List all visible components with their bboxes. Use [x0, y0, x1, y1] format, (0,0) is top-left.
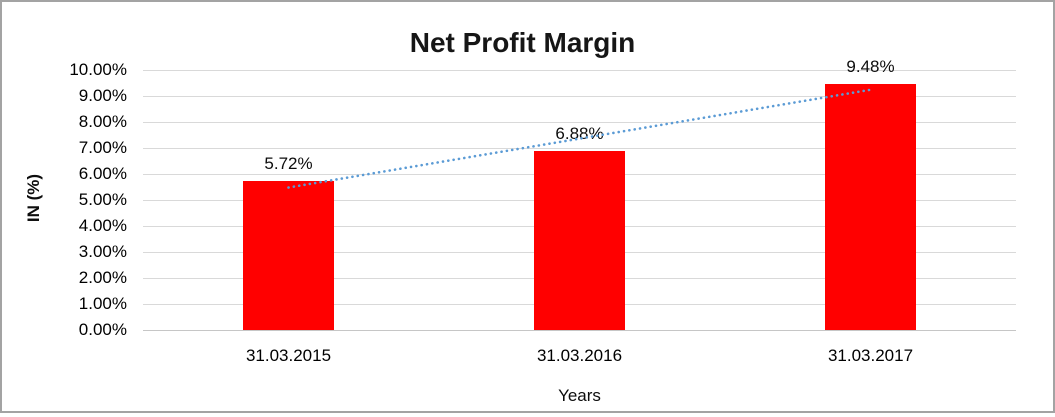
- y-axis-tick-label: 2.00%: [78, 268, 127, 287]
- y-axis-tick-label: 10.00%: [69, 60, 127, 79]
- data-label: 9.48%: [846, 56, 895, 76]
- y-axis-tick-label: 9.00%: [78, 86, 127, 105]
- x-axis-tick-label: 31.03.2015: [245, 346, 332, 365]
- y-axis-tick-label: 7.00%: [78, 138, 127, 157]
- bar: [825, 83, 916, 330]
- y-axis-tick-label: 1.00%: [78, 294, 127, 313]
- y-axis-tick-label: 6.00%: [78, 164, 127, 183]
- gridline: [143, 70, 1016, 71]
- y-axis-tick-label: 8.00%: [78, 112, 127, 131]
- y-axis-tick-label: 3.00%: [78, 242, 127, 261]
- chart-title: Net Profit Margin: [409, 27, 636, 58]
- bar: [534, 151, 625, 330]
- data-label: 6.88%: [555, 124, 604, 144]
- x-axis-line: [143, 330, 1016, 331]
- x-axis-tick-label: 31.03.2016: [536, 346, 623, 365]
- y-axis-tick-label: 4.00%: [78, 216, 127, 235]
- y-axis-tick-label: 0.00%: [78, 320, 127, 339]
- y-axis-tick-label: 5.00%: [78, 190, 127, 209]
- x-axis-tick-label: 31.03.2017: [827, 346, 914, 365]
- data-label: 5.72%: [264, 154, 313, 174]
- x-axis-title: Years: [558, 386, 601, 405]
- bar: [243, 181, 334, 330]
